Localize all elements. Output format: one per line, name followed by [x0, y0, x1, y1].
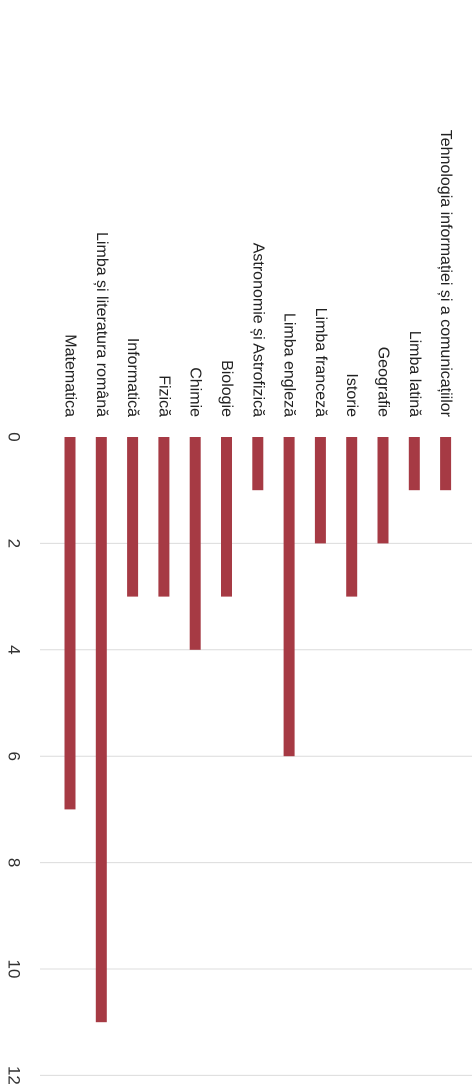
bar: [440, 437, 452, 491]
value-tick-label: 0: [5, 432, 24, 441]
category-label: Istorie: [343, 373, 360, 417]
category-label: Limba franceză: [312, 308, 329, 417]
value-tick-label: 12: [5, 1066, 24, 1085]
category-label: Chimie: [187, 367, 204, 417]
bar: [95, 437, 107, 1023]
bar: [346, 437, 358, 597]
value-tick-label: 10: [5, 960, 24, 979]
bar: [283, 437, 295, 757]
value-ticks: 0 2 4 6 8 10 12: [5, 432, 24, 1085]
bar: [189, 437, 201, 650]
category-label: Limba engleză: [281, 313, 298, 417]
category-label: Informatică: [124, 338, 141, 417]
value-tick-label: 8: [5, 858, 24, 867]
bar: [158, 437, 170, 597]
bar: [314, 437, 326, 544]
category-label: Limba și literatura română: [93, 232, 110, 417]
category-label: Tehnologia informației și a comunicațiil…: [437, 130, 454, 418]
category-label: Astronomie și Astrofizică: [249, 243, 266, 417]
category-label: Matematica: [62, 334, 79, 417]
bar: [221, 437, 232, 597]
bar: [408, 437, 420, 491]
value-tick-label: 4: [5, 645, 24, 654]
bar: [127, 437, 139, 597]
bars: [64, 437, 452, 1023]
category-label: Biologie: [218, 360, 235, 417]
bar: [64, 437, 76, 810]
bar: [377, 437, 389, 544]
bar: [252, 437, 264, 491]
value-tick-label: 2: [5, 539, 24, 548]
category-label: Fizică: [155, 375, 172, 417]
value-tick-label: 6: [5, 751, 24, 760]
grid-lines: [40, 542, 472, 1076]
category-label: Geografie: [375, 347, 392, 417]
category-label: Limba latină: [406, 331, 423, 417]
category-labels: Matematica Limba și literatura română Info…: [62, 130, 455, 418]
